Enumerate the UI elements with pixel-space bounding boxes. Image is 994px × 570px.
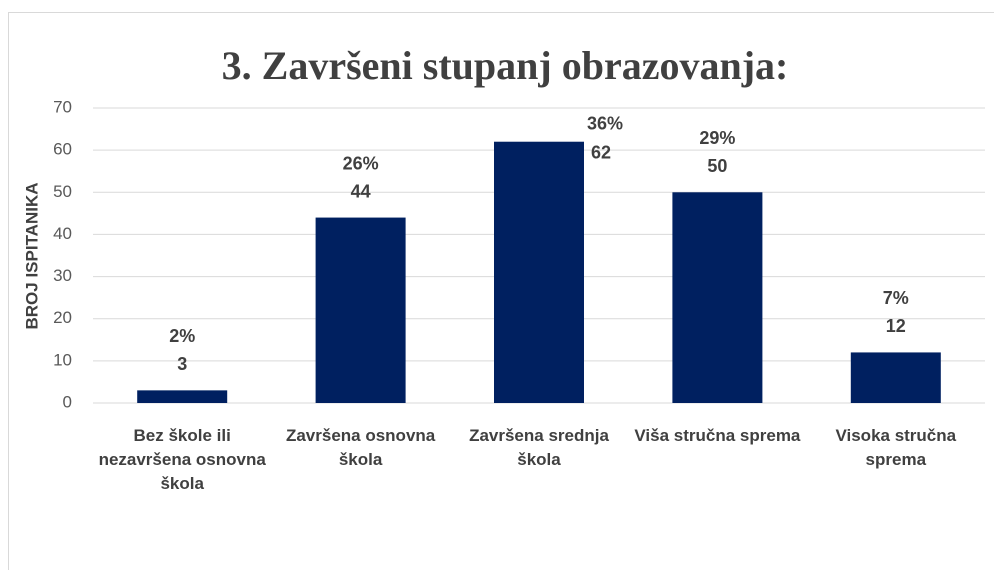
- value-label: 44: [351, 181, 371, 201]
- value-label: 62: [591, 142, 611, 162]
- y-tick-label: 20: [53, 308, 72, 327]
- percent-label: 26%: [343, 153, 379, 173]
- bar: [850, 352, 941, 403]
- x-tick-label: Završena srednja škola: [469, 426, 609, 469]
- y-axis-title: BROJ ISPITANIKA: [22, 182, 41, 329]
- percent-label: 2%: [169, 326, 195, 346]
- y-tick-label: 0: [63, 392, 72, 411]
- x-tick-label: Završena osnovna škola: [285, 426, 436, 469]
- percent-label: 29%: [699, 128, 735, 148]
- y-tick-label: 30: [53, 266, 72, 285]
- y-tick-label: 70: [53, 97, 72, 116]
- value-label: 12: [886, 316, 906, 336]
- value-label: 50: [707, 156, 727, 176]
- y-tick-label: 10: [53, 350, 72, 369]
- chart-title: 3. Završeni stupanj obrazovanja:: [222, 43, 789, 88]
- percent-label: 36%: [587, 113, 623, 133]
- y-tick-label: 40: [53, 224, 72, 243]
- bar: [494, 141, 584, 403]
- chart-border: [8, 12, 994, 570]
- bar: [137, 390, 228, 403]
- x-tick-label: Visoka stručna sprema: [835, 426, 957, 469]
- x-tick-label: Bez škole ili nezavršena osnovna škola: [98, 426, 266, 493]
- y-tick-label: 60: [53, 140, 72, 159]
- value-label: 3: [177, 354, 187, 374]
- y-tick-label: 50: [53, 182, 72, 201]
- bar: [672, 192, 763, 403]
- percent-label: 7%: [883, 288, 909, 308]
- x-tick-label: Viša stručna sprema: [634, 426, 801, 445]
- bar: [315, 217, 406, 403]
